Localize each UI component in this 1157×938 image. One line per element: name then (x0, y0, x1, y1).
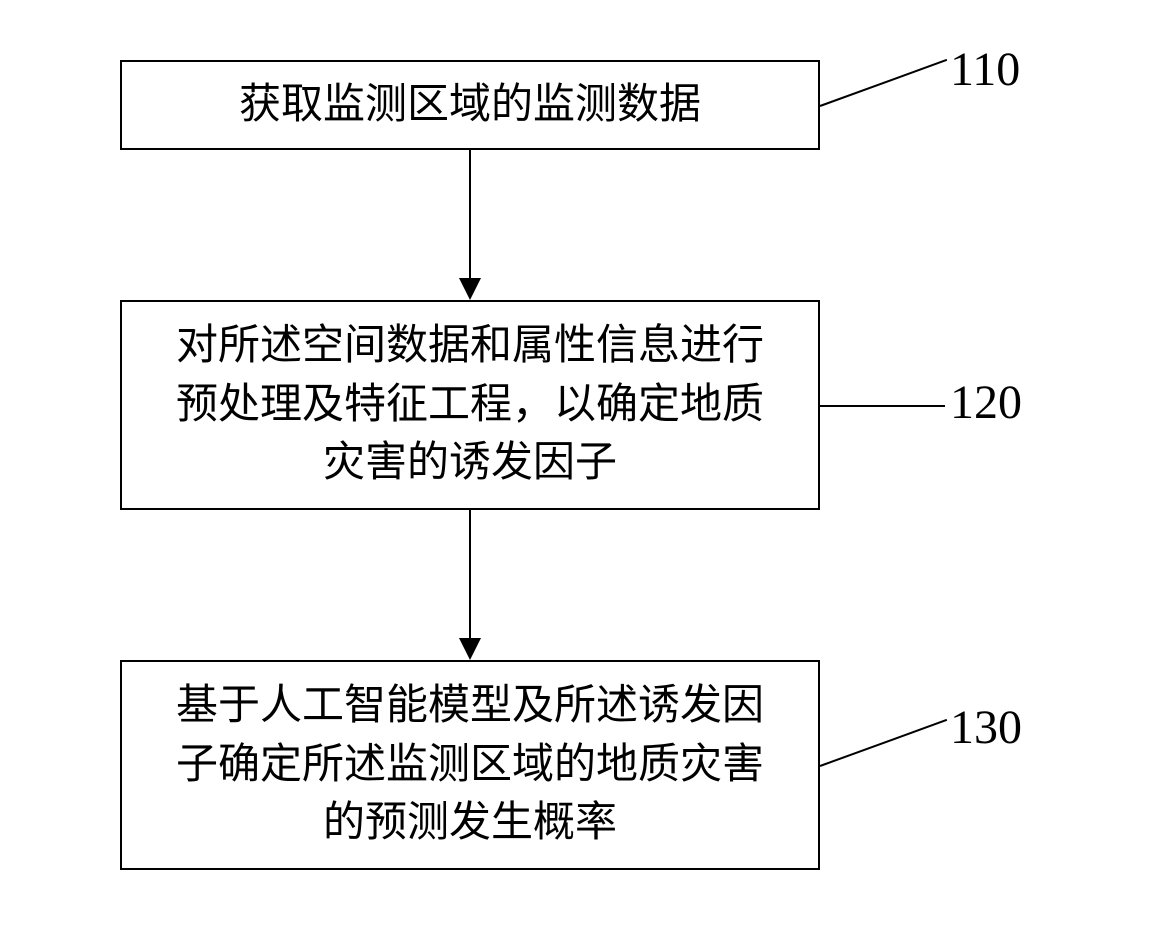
node-3-text: 基于人工智能模型及所述诱发因 子确定所述监测区域的地质灾害 的预测发生概率 (176, 677, 764, 853)
node-2-text: 对所述空间数据和属性信息进行 预处理及特征工程，以确定地质 灾害的诱发因子 (176, 317, 764, 493)
flowchart-node-2: 对所述空间数据和属性信息进行 预处理及特征工程，以确定地质 灾害的诱发因子 (120, 300, 820, 510)
edge-1-line (469, 150, 471, 278)
node-3-label: 130 (950, 700, 1022, 755)
node-1-text: 获取监测区域的监测数据 (239, 76, 701, 135)
flowchart-node-3: 基于人工智能模型及所述诱发因 子确定所述监测区域的地质灾害 的预测发生概率 (120, 660, 820, 870)
label-connector-2 (820, 405, 945, 407)
edge-2-arrow (459, 638, 481, 660)
node-1-label: 110 (950, 42, 1020, 97)
label-connector-1 (820, 59, 948, 107)
edge-2-line (469, 510, 471, 638)
node-2-label: 120 (950, 375, 1022, 430)
label-connector-3 (820, 719, 948, 767)
edge-1-arrow (459, 278, 481, 300)
flowchart-node-1: 获取监测区域的监测数据 (120, 60, 820, 150)
